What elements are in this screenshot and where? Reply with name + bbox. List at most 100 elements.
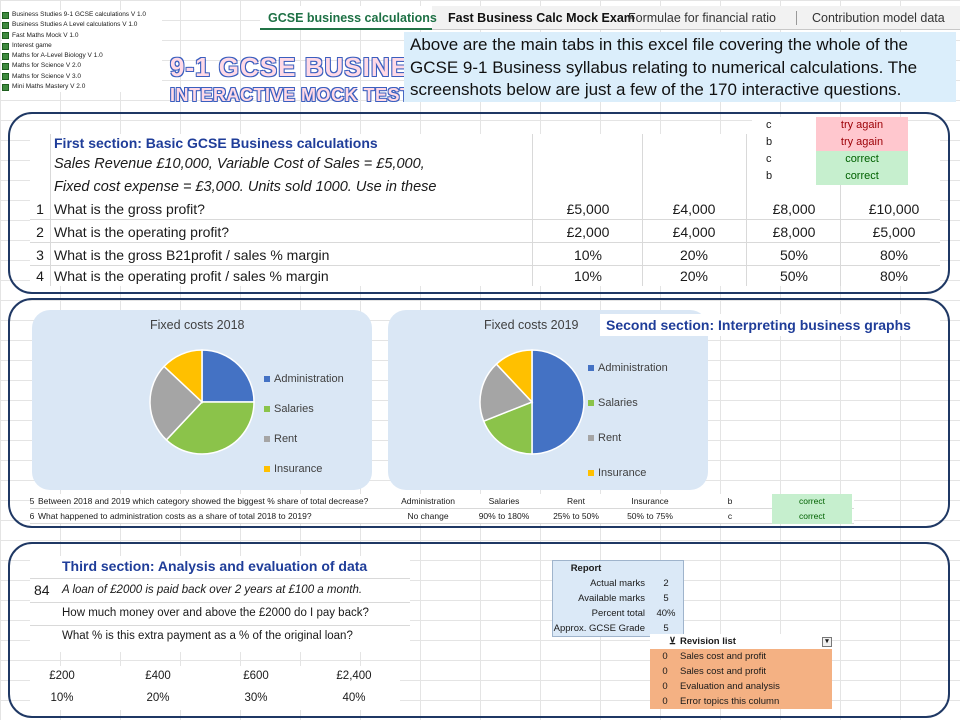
answer-option[interactable]: Administration	[401, 496, 455, 506]
answer-option[interactable]: £4,000	[672, 201, 716, 217]
intro-text: Above are the main tabs in this excel fi…	[404, 32, 956, 102]
answer-option[interactable]: 25% to 50%	[553, 511, 599, 521]
answer-option[interactable]: £200	[49, 670, 75, 682]
selected-answer[interactable]: b	[727, 496, 733, 506]
pie-slice-administration	[201, 349, 255, 403]
question-number: 2	[36, 224, 44, 240]
answer-option[interactable]: 90% to 180%	[478, 511, 530, 521]
tab-gcse-business-calculations[interactable]: GCSE business calculations	[260, 6, 437, 30]
excel-file-icon	[2, 21, 9, 29]
pie-chart	[479, 349, 585, 455]
question-number: 5	[29, 496, 35, 506]
answer-option[interactable]: No change	[407, 511, 449, 521]
revision-row: 0 Evaluation and analysis	[650, 679, 832, 694]
answer-option[interactable]: Rent	[567, 496, 585, 506]
legend-swatch	[588, 364, 594, 371]
selected-answer[interactable]: c	[752, 151, 816, 168]
file-list-item[interactable]: Fast Maths Mock V 1.0	[2, 31, 162, 41]
legend-item: Rent	[264, 424, 344, 454]
file-list-item[interactable]: Interest game	[2, 41, 162, 51]
section-1-table: First section: Basic GCSE Business calcu…	[30, 134, 940, 286]
answer-option[interactable]: 30%	[244, 692, 268, 704]
answer-option[interactable]: £8,000	[772, 201, 816, 217]
tab-fast-business-calc-mock-exam[interactable]: Fast Business Calc Mock Exam	[448, 11, 635, 25]
feedback-result: try again	[816, 134, 908, 151]
file-list-item[interactable]: Maths for Science V 3.0	[2, 72, 162, 82]
answer-option[interactable]: 80%	[879, 268, 909, 284]
chart-legend: Administration Salaries Rent Insurance	[264, 364, 344, 484]
tab-contribution-model-data[interactable]: Contribution model data	[812, 11, 945, 25]
answer-option[interactable]: Insurance	[631, 496, 669, 506]
answer-option[interactable]: 50% to 75%	[627, 511, 673, 521]
answer-option[interactable]: 80%	[879, 247, 909, 263]
sheet-tab-bar: GCSE business calculations Fast Business…	[260, 6, 960, 30]
answer-option[interactable]: £600	[243, 670, 269, 682]
answer-option[interactable]: £400	[145, 670, 171, 682]
legend-swatch	[264, 436, 270, 442]
pie-slice-insurance	[163, 349, 203, 404]
report-row: Available marks 5	[553, 591, 683, 606]
file-list-item[interactable]: Maths for Science V 2.0	[2, 61, 162, 71]
question-number: 84	[34, 582, 50, 598]
answer-option[interactable]: 20%	[679, 268, 709, 284]
legend-swatch	[588, 399, 594, 406]
legend-item: Rent	[588, 420, 668, 455]
selected-answer[interactable]: c	[727, 511, 733, 521]
answer-option[interactable]: 50%	[779, 247, 809, 263]
pie-slice-salaries	[482, 400, 533, 455]
chart-title: Fixed costs 2019	[484, 318, 579, 332]
section-2-title: Second section: Interpreting business gr…	[600, 314, 940, 336]
chart-fixed-costs-2019: Fixed costs 2019 Administration Salaries…	[388, 310, 708, 490]
feedback-row: b correct	[752, 168, 908, 185]
tab-divider	[796, 11, 797, 25]
revision-row: 0 Sales cost and profit	[650, 664, 832, 679]
filter-icon[interactable]: ⊻	[669, 636, 676, 647]
legend-item: Salaries	[264, 394, 344, 424]
report-panel: Report Actual marks 2 Available marks 5 Pe…	[552, 560, 684, 637]
pie-chart	[149, 349, 255, 455]
file-list-item[interactable]: Maths for A-Level Biology V 1.0	[2, 51, 162, 61]
feedback-row: c correct	[752, 151, 908, 168]
answer-option[interactable]: £4,000	[672, 224, 716, 240]
answer-option[interactable]: 40%	[342, 692, 366, 704]
answer-option[interactable]: £2,400	[336, 670, 372, 682]
selected-answer[interactable]: b	[752, 134, 816, 151]
page-title: 9-1 GCSE BUSINESS	[170, 52, 446, 82]
excel-file-icon	[2, 52, 9, 60]
answer-option[interactable]: 10%	[573, 268, 603, 284]
answer-option[interactable]: Salaries	[488, 496, 520, 506]
selected-answer[interactable]: c	[752, 117, 816, 134]
answer-option[interactable]: 20%	[146, 692, 170, 704]
dropdown-arrow-icon[interactable]: ▾	[822, 636, 832, 647]
answer-option[interactable]: £5,000	[872, 224, 916, 240]
answer-option[interactable]: 10%	[50, 692, 74, 704]
answer-option[interactable]: £10,000	[868, 201, 920, 217]
chart-fixed-costs-2018: Fixed costs 2018 Administration Salaries…	[32, 310, 372, 490]
feedback-result: correct	[772, 494, 852, 509]
answer-option[interactable]: 20%	[679, 247, 709, 263]
file-list: Business Studies 9-1 GCSE calculations V…	[2, 10, 162, 93]
answer-option[interactable]: £5,000	[566, 201, 610, 217]
question-text: What % is this extra payment as a % of t…	[62, 630, 353, 642]
file-list-item[interactable]: Mini Maths Mastery V 2.0	[2, 82, 162, 92]
tab-formulae-for-financial-ratio[interactable]: Formulae for financial ratio	[628, 11, 776, 25]
section-3-frame	[8, 542, 950, 718]
answer-option[interactable]: £8,000	[772, 224, 816, 240]
section-3-question: Third section: Analysis and evaluation o…	[30, 556, 410, 652]
answer-feedback-table: c try again b try again c correct b corr…	[752, 117, 908, 185]
answer-option[interactable]: 50%	[779, 268, 809, 284]
excel-file-icon	[2, 83, 9, 91]
file-list-item[interactable]: Business Studies 9-1 GCSE calculations V…	[2, 10, 162, 20]
pie-slice-rent	[479, 363, 534, 423]
page-subtitle: INTERACTIVE MOCK TESTS	[170, 85, 425, 105]
selected-answer[interactable]: b	[752, 168, 816, 185]
file-list-item[interactable]: Business Studies A Level calculations V …	[2, 20, 162, 30]
scenario-line: Fixed cost expense = £3,000. Units sold …	[54, 179, 437, 195]
legend-item: Insurance	[588, 455, 668, 490]
answer-option[interactable]: £2,000	[566, 224, 610, 240]
legend-swatch	[264, 406, 270, 412]
answer-option[interactable]: 10%	[573, 247, 603, 263]
question-text: What is the gross profit?	[54, 201, 205, 217]
scenario-line: Sales Revenue £10,000, Variable Cost of …	[54, 156, 425, 172]
section-1-frame	[8, 112, 950, 294]
